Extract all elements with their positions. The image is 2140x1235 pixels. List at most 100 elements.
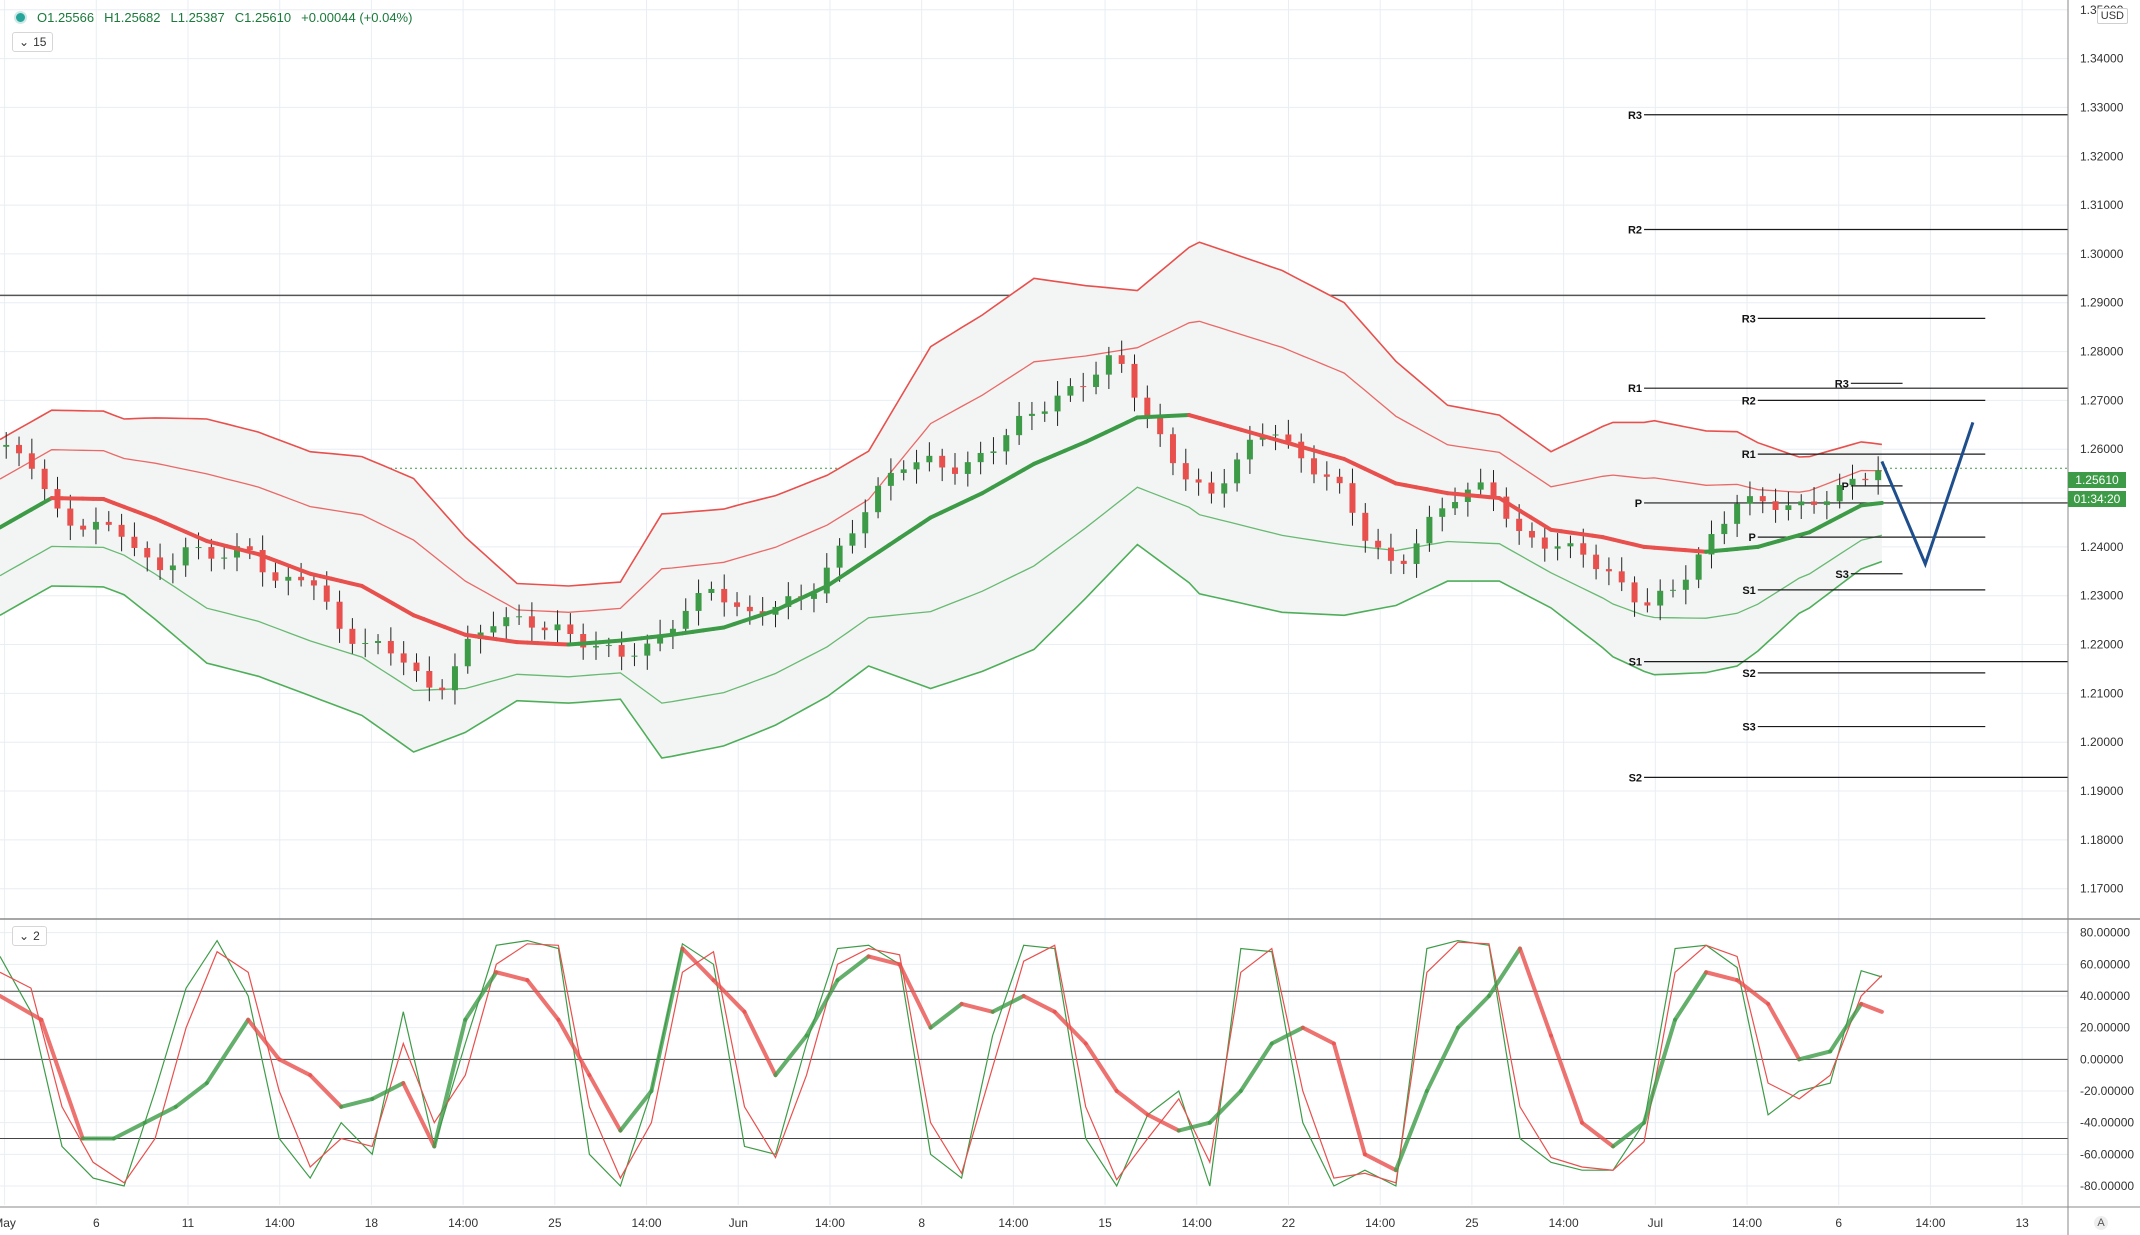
osc-smooth-segment [1021,994,1057,1014]
osc-smooth-segment [649,946,685,1093]
candle-body [157,557,164,571]
osc-smooth-segment [39,1017,85,1141]
candle-body [862,512,869,534]
candle-body [1477,482,1484,490]
candle-body [1221,483,1228,494]
osc-smooth-segment [990,994,1026,1014]
ma-segment [897,529,912,541]
osc-smooth-segment [494,970,530,983]
ma-segment [1507,502,1522,513]
main-indicators-toggle[interactable]: ⌄ 15 [12,32,54,52]
osc-indicator-count: 2 [33,929,40,943]
osc-smooth-segment [804,978,840,1038]
ma-segment [835,570,850,582]
pivot-label: S1 [1629,657,1642,669]
legend-open: O1.25566 [37,10,95,25]
candle-body [1105,355,1112,375]
candle-body [1387,547,1394,561]
osc-tick-label: -80.00000 [2080,1179,2134,1193]
time-tick-label: 13 [2015,1216,2029,1230]
candle-body [1554,546,1561,549]
candle-body [1298,441,1305,459]
candle-body [1695,554,1702,580]
time-tick-label: 14:00 [1732,1216,1762,1230]
candle-body [1131,363,1138,398]
currency-label[interactable]: USD [2096,8,2128,24]
lower-band-outer [0,543,1883,759]
pivot-label: R1 [1742,449,1756,461]
osc-smooth-segment [1300,1025,1336,1046]
osc-smooth-segment [1797,1049,1833,1062]
candle-body [1567,543,1574,547]
ma-segment [825,577,840,588]
main-indicator-count: 15 [33,35,47,49]
time-tick-label: 25 [548,1216,562,1230]
candle-body [1439,508,1446,517]
osc-smooth-segment [1238,1041,1274,1093]
osc-smooth-segment [1549,1033,1585,1125]
candle-body [1670,589,1677,591]
candle-body [721,588,728,603]
candle-body [1362,512,1369,541]
candle-body [1836,485,1843,502]
time-tick-label: 14:00 [448,1216,478,1230]
candle-body [913,462,920,470]
time-tick-label: 8 [918,1216,925,1230]
candle-body [1528,530,1535,538]
price-tick-label: 1.29000 [2080,296,2124,310]
price-tick-label: 1.23000 [2080,589,2124,603]
auto-scale-button[interactable]: A [2094,1216,2108,1230]
price-tick-label: 1.17000 [2080,882,2124,896]
candle-body [887,472,894,486]
osc-tick-label: -20.00000 [2080,1084,2134,1098]
osc-smooth-segment [246,1017,282,1062]
candle-body [375,640,382,643]
oscillator-indicators-toggle[interactable]: ⌄ 2 [12,926,47,946]
candle-body [208,547,215,559]
ma-segment [1528,515,1543,526]
candle-body [1862,478,1869,481]
osc-smooth-segment [339,1096,375,1109]
osc-tick-label: -40.00000 [2080,1116,2134,1130]
candle-body [1772,501,1779,510]
candle-body [464,638,471,667]
ma-segment [845,563,861,575]
osc-smooth-segment [711,978,747,1014]
candle-body [1746,496,1753,504]
osc-smooth-segment [897,962,933,1030]
candle-body [1016,415,1023,436]
candle-body [541,627,548,631]
candle-body [1349,483,1356,513]
time-tick-label: 14:00 [1549,1216,1579,1230]
ma-segment [887,536,902,547]
bollinger-bands [0,241,1883,759]
candle-body [1067,386,1074,396]
pivot-label: S1 [1742,585,1755,597]
upper-band-outer [0,241,1882,587]
price-tick-label: 1.20000 [2080,735,2124,749]
pivot-label: S3 [1742,722,1755,734]
candle-body [1144,397,1151,418]
osc-tick-label: 60.00000 [2080,957,2130,971]
candle-body [1708,534,1715,555]
candle-body [1682,579,1689,590]
pivot-label: R3 [1628,110,1642,122]
time-tick-label: Jun [729,1216,748,1230]
time-tick-label: May [0,1216,16,1230]
candle-body [657,634,664,644]
osc-smooth-segment [1114,1089,1150,1117]
price-tick-label: 1.32000 [2080,149,2124,163]
ma-segment [1517,508,1533,520]
oscillator-pane [0,939,2068,1188]
osc-smooth-segment [959,1001,995,1014]
osc-tick-label: 0.00000 [2080,1052,2124,1066]
osc-smooth-segment [401,1081,437,1149]
candle-body [746,606,753,612]
osc-tick-label: -60.00000 [2080,1147,2134,1161]
time-tick-label: 14:00 [815,1216,845,1230]
osc-tick-label: 40.00000 [2080,989,2130,1003]
candle-body [323,585,330,602]
osc-slow-line [0,941,1883,1184]
time-tick-label: 22 [1282,1216,1296,1230]
